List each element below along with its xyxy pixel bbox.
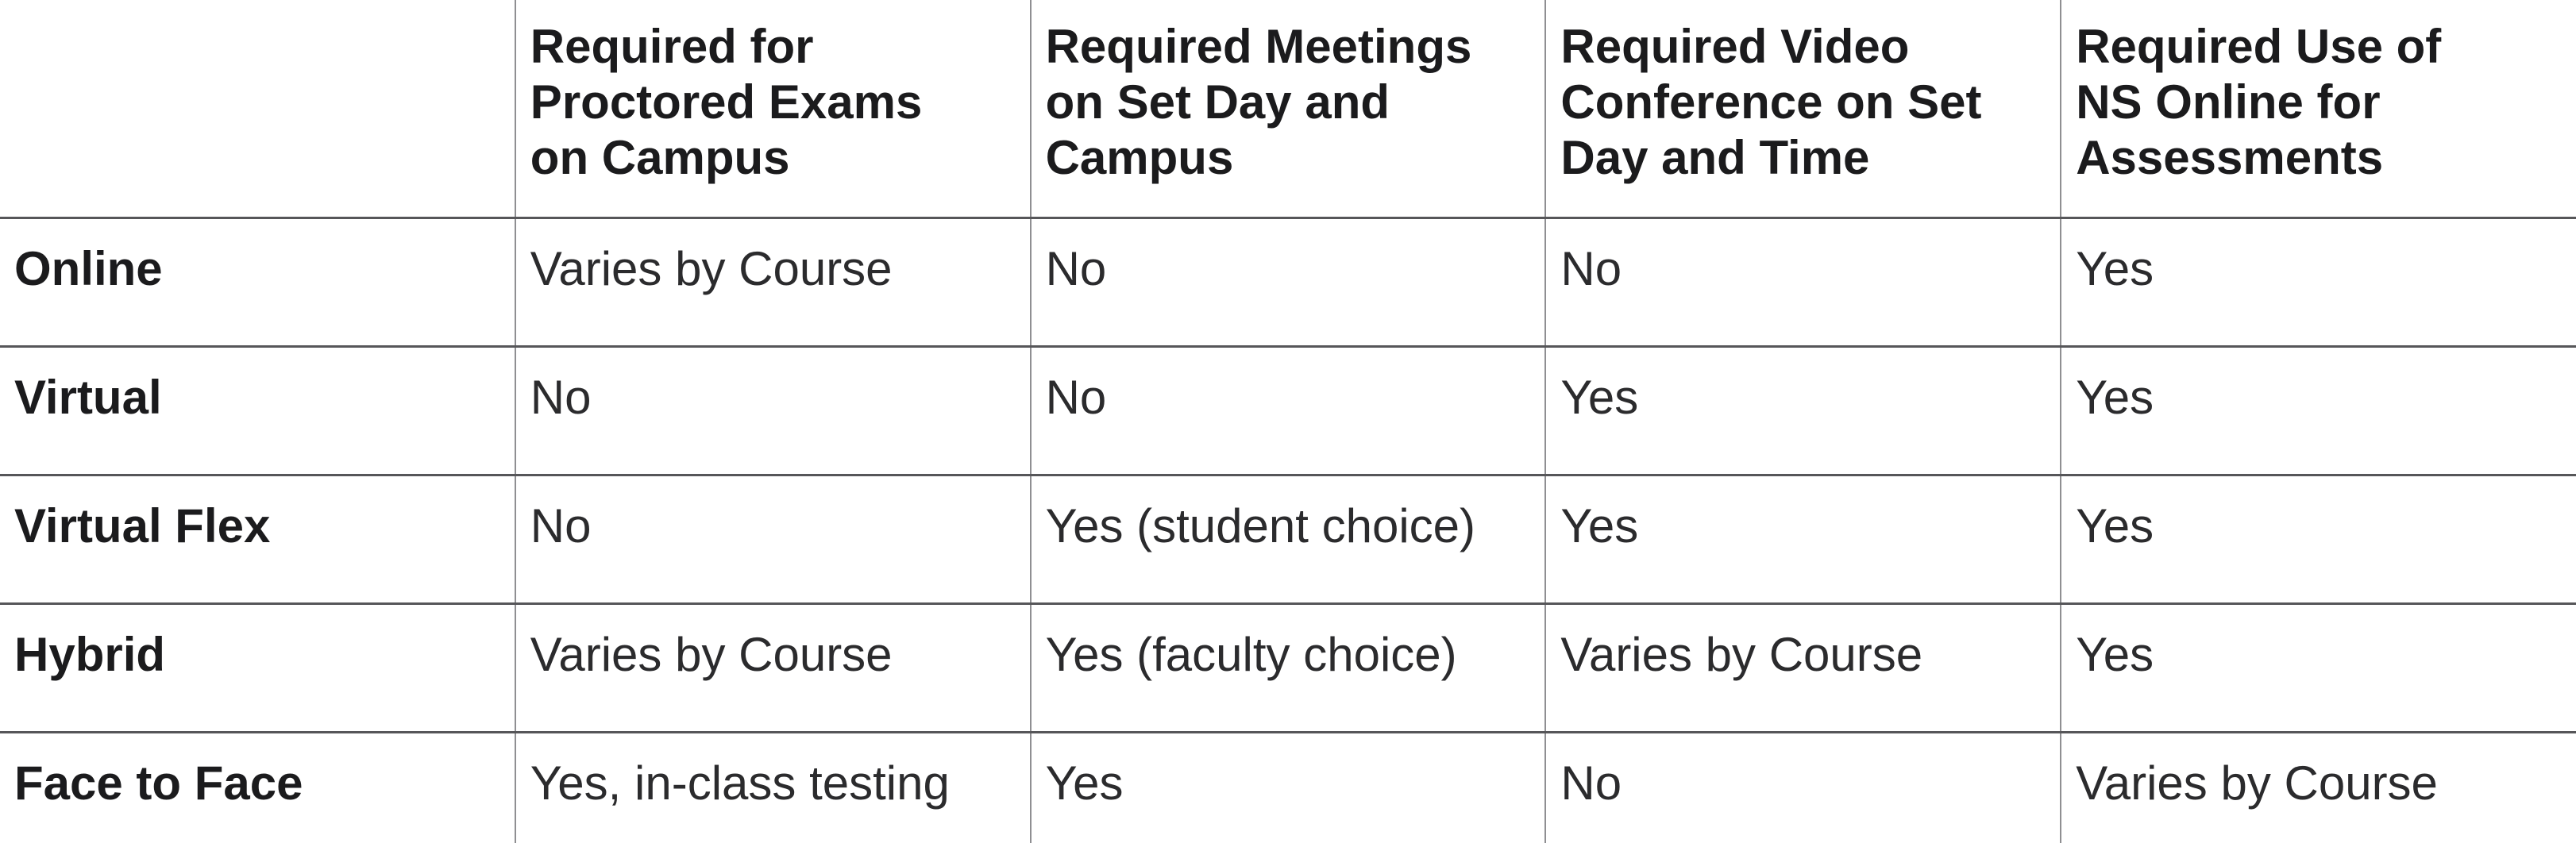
table-cell: Varies by Course (514, 217, 1031, 348)
column-header-video-conference: Required Video Conference on Set Day and… (1544, 0, 2061, 219)
table-cell: Yes (2060, 475, 2576, 605)
table-cell: No (1029, 346, 1546, 476)
table-cell: No (514, 475, 1031, 605)
table-cell: Varies by Course (514, 603, 1031, 733)
table-cell: Varies by Course (1544, 603, 2061, 733)
table-cell: Yes (1544, 346, 2061, 476)
header-row: Required for Proctored Exams on Campus R… (0, 0, 2576, 219)
table-cell: Yes (2060, 217, 2576, 348)
column-header-ns-online: Required Use of NS Online for Assessment… (2060, 0, 2576, 219)
table-cell: Yes (faculty choice) (1029, 603, 1546, 733)
column-header-required-meetings: Required Meetings on Set Day and Campus (1029, 0, 1546, 219)
table-row-online: Online Varies by Course No No Yes (0, 217, 2576, 348)
table-cell: No (1029, 217, 1546, 348)
corner-cell (0, 0, 515, 219)
table-row-face-to-face: Face to Face Yes, in-class testing Yes N… (0, 732, 2576, 843)
table-row-virtual-flex: Virtual Flex No Yes (student choice) Yes… (0, 475, 2576, 605)
table-row-hybrid: Hybrid Varies by Course Yes (faculty cho… (0, 603, 2576, 733)
table-cell: No (514, 346, 1031, 476)
row-label: Online (0, 217, 515, 348)
table-cell: No (1544, 732, 2061, 843)
table-cell: Yes (student choice) (1029, 475, 1546, 605)
column-header-proctored-exams: Required for Proctored Exams on Campus (514, 0, 1031, 219)
table-cell: Yes (1544, 475, 2061, 605)
table-cell: Yes (2060, 603, 2576, 733)
row-label: Hybrid (0, 603, 515, 733)
row-label: Virtual Flex (0, 475, 515, 605)
row-label: Virtual (0, 346, 515, 476)
table-cell: Varies by Course (2060, 732, 2576, 843)
row-label: Face to Face (0, 732, 515, 843)
table-cell: Yes (1029, 732, 1546, 843)
table-cell: Yes (2060, 346, 2576, 476)
table-row-virtual: Virtual No No Yes Yes (0, 346, 2576, 476)
table-cell: Yes, in-class testing (514, 732, 1031, 843)
table-cell: No (1544, 217, 2061, 348)
